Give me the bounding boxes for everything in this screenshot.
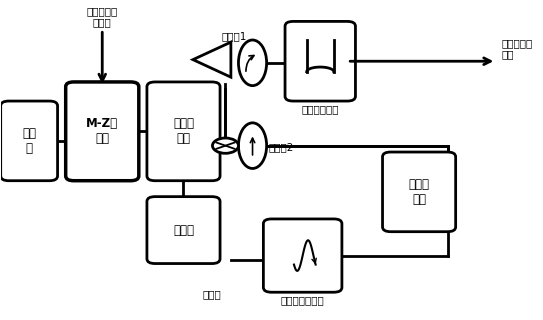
FancyBboxPatch shape [147, 82, 220, 181]
Ellipse shape [238, 123, 267, 168]
Text: 光阻波滤波器: 光阻波滤波器 [301, 104, 339, 114]
FancyBboxPatch shape [382, 152, 456, 232]
Ellipse shape [238, 40, 267, 86]
Text: 待下转换微
波信号: 待下转换微 波信号 [87, 6, 118, 28]
FancyBboxPatch shape [263, 219, 342, 292]
Text: 偏振调
制器: 偏振调 制器 [173, 117, 194, 145]
Text: M-Z调
制器: M-Z调 制器 [86, 117, 118, 145]
Text: 下转换信号
输出: 下转换信号 输出 [502, 38, 533, 59]
Circle shape [212, 138, 238, 153]
Text: 检偏器1: 检偏器1 [222, 31, 247, 41]
Polygon shape [193, 42, 231, 77]
FancyBboxPatch shape [285, 21, 356, 101]
Text: 可调带通滤波器: 可调带通滤波器 [281, 295, 325, 305]
FancyBboxPatch shape [66, 82, 139, 181]
Text: 光电探
测器: 光电探 测器 [408, 178, 430, 206]
FancyBboxPatch shape [1, 101, 58, 181]
Text: 激光
器: 激光 器 [22, 127, 36, 155]
Text: 移相器: 移相器 [173, 224, 194, 236]
Text: 放大器: 放大器 [203, 289, 222, 299]
FancyBboxPatch shape [147, 197, 220, 264]
Text: 检偏器2: 检偏器2 [269, 142, 294, 152]
